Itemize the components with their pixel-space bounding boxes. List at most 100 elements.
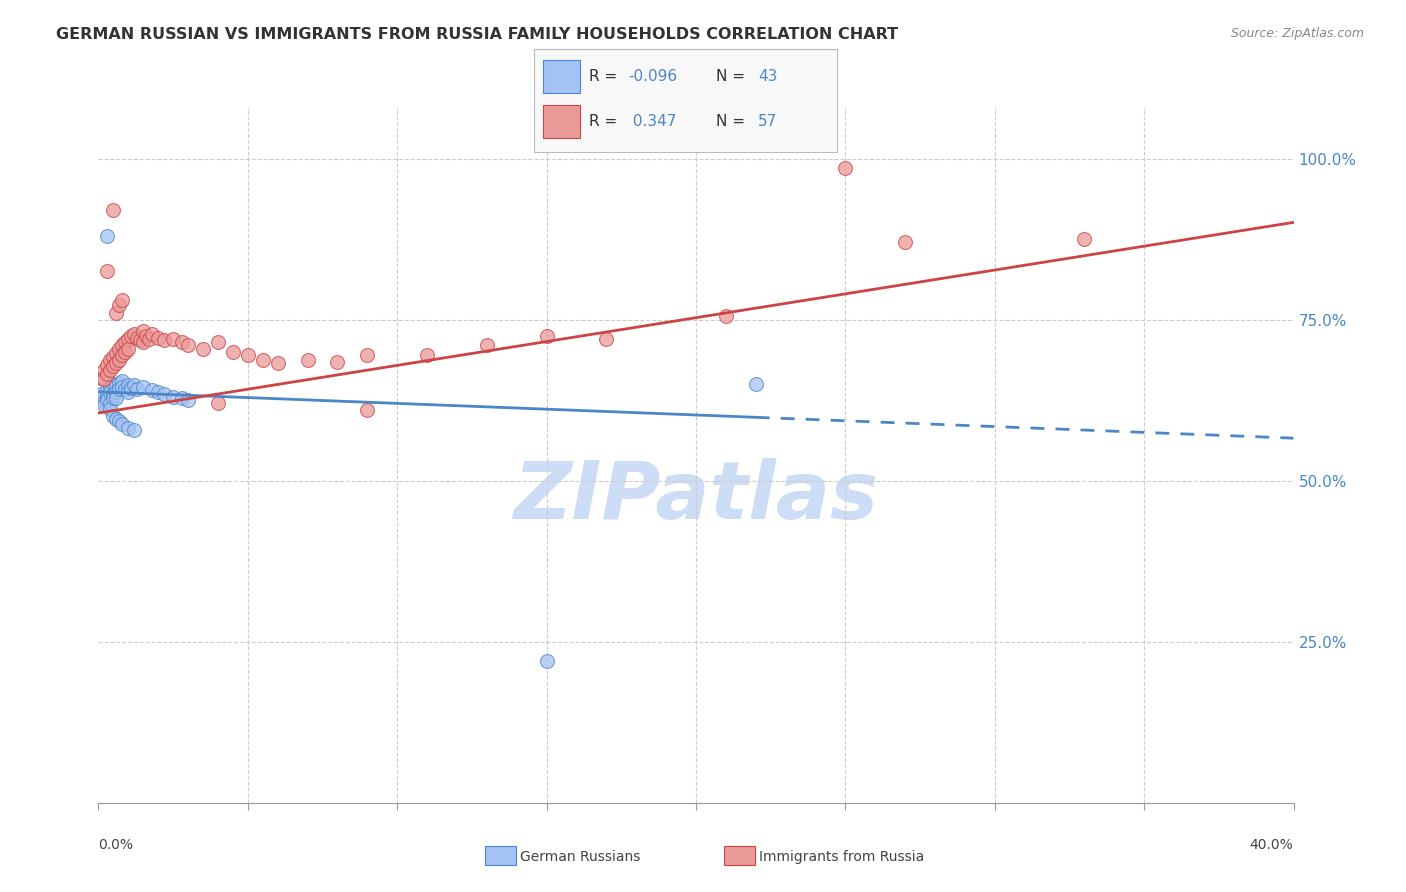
Point [153,386,176,401]
Text: 57: 57 [758,114,778,129]
Point [108,352,131,367]
Point [111,338,134,352]
Point [153,333,176,347]
Point [108,342,131,356]
Point [105,346,128,360]
Point [356,402,378,417]
Point [96,368,118,382]
Point [93,372,115,386]
Point [252,352,274,367]
Text: N =: N = [716,114,749,129]
Point [100,396,122,410]
Point [356,348,378,362]
Point [127,382,149,396]
Bar [543,61,579,93]
Point [90,386,112,401]
Point [96,389,118,403]
Point [108,414,131,428]
Point [132,335,155,350]
Point [536,654,558,668]
Point [141,384,163,398]
Text: 40.0%: 40.0% [1250,838,1294,853]
Text: GERMAN RUSSIAN VS IMMIGRANTS FROM RUSSIA FAMILY HOUSEHOLDS CORRELATION CHART: GERMAN RUSSIAN VS IMMIGRANTS FROM RUSSIA… [56,27,898,42]
Point [96,384,118,398]
Point [117,384,139,399]
Point [103,359,125,373]
Point [96,393,118,408]
Point [117,421,139,435]
Point [93,363,115,377]
Point [105,306,128,320]
Point [93,395,115,409]
Point [108,382,131,396]
Point [595,332,617,346]
Text: German Russians: German Russians [520,850,641,864]
Text: Source: ZipAtlas.com: Source: ZipAtlas.com [1230,27,1364,40]
Point [127,331,149,345]
Point [111,374,134,388]
Point [475,338,498,352]
Text: R =: R = [589,114,621,129]
Point [111,380,134,394]
Text: R =: R = [589,70,621,84]
Point [105,384,128,399]
Point [267,356,290,370]
Text: 0.347: 0.347 [628,114,676,129]
Point [132,380,155,394]
Point [103,386,125,401]
Point [100,380,122,394]
Point [162,390,184,404]
Point [326,354,349,368]
Point [141,326,163,341]
Point [103,203,125,218]
Point [834,161,856,176]
Point [103,391,125,405]
Point [105,391,128,405]
Point [536,328,558,343]
Point [114,382,136,396]
Text: -0.096: -0.096 [628,70,678,84]
Point [172,335,194,350]
Point [222,344,245,359]
Point [1073,232,1095,246]
Text: Immigrants from Russia: Immigrants from Russia [759,850,925,864]
Point [100,352,122,367]
Text: N =: N = [716,70,749,84]
Point [177,338,200,352]
Point [297,352,319,367]
Point [120,328,142,343]
Point [114,335,136,350]
Point [148,384,170,399]
Point [191,342,214,356]
Point [100,363,122,377]
Point [103,409,125,424]
Point [111,417,134,431]
Point [111,293,134,308]
Point [207,396,229,410]
Point [148,331,170,345]
Point [207,335,229,350]
Point [162,332,184,346]
Point [90,370,112,384]
Text: 43: 43 [758,70,778,84]
Point [172,391,194,405]
Point [177,393,200,408]
Point [129,333,152,347]
Point [93,398,115,412]
Point [135,328,157,343]
Text: ZIPatlas: ZIPatlas [513,458,879,536]
Point [124,378,146,392]
Point [108,298,131,312]
Bar [543,105,579,138]
Point [108,376,131,390]
Point [416,348,439,362]
Point [124,326,146,341]
Point [117,378,139,392]
Point [714,310,737,324]
Point [132,324,155,338]
Point [96,228,118,243]
Point [90,391,112,405]
Point [105,356,128,370]
Point [138,332,160,346]
Point [111,348,134,362]
